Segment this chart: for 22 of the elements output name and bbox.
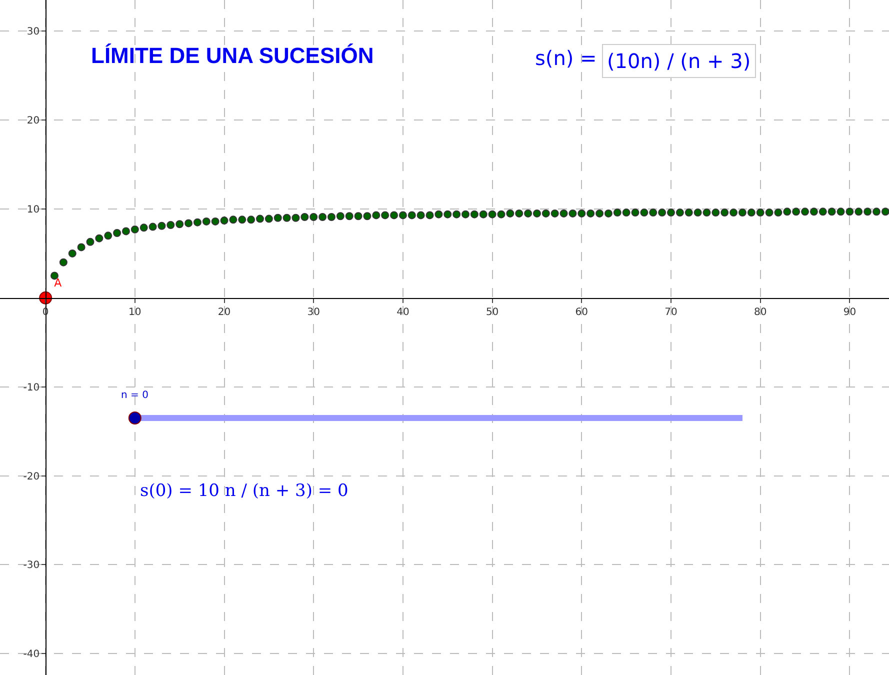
x-tick-label: 70 — [664, 306, 678, 318]
y-tick-label: 20 — [26, 116, 40, 127]
x-tick-label: 10 — [128, 306, 142, 318]
annotation: n = 0 — [121, 390, 148, 401]
x-tick-label: 20 — [218, 306, 231, 318]
y-tick-label: -40 — [23, 649, 40, 660]
text: LÍMITE DE UNA SUCESIÓN — [91, 43, 374, 68]
y-tick-label: 10 — [26, 204, 40, 216]
y-tick-label: -20 — [23, 471, 40, 482]
series-label: A — [54, 276, 62, 290]
y-tick-label: -10 — [23, 382, 40, 394]
annotation: (10n) / (n + 3) — [607, 49, 751, 73]
x-tick-label: 80 — [754, 306, 767, 318]
annotation: s(n) = — [535, 46, 597, 70]
y-tick-label: 30 — [26, 26, 40, 38]
x-tick-label: 50 — [486, 306, 499, 318]
x-tick-label: 40 — [396, 306, 410, 318]
annotation: s(0) = 10 n / (n + 3) = 0 — [140, 481, 348, 501]
x-tick-label: 30 — [307, 306, 320, 318]
y-tick-label: -30 — [23, 560, 40, 572]
x-tick-label: 60 — [575, 306, 588, 318]
x-tick-label: 90 — [843, 306, 856, 318]
